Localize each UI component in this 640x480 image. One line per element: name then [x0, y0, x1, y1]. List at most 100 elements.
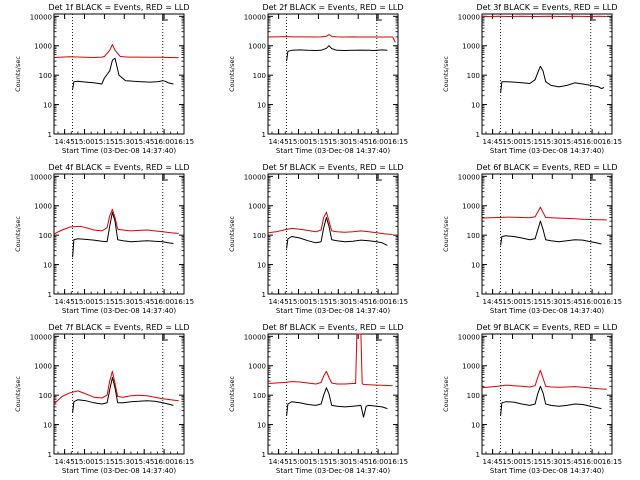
- y-axis-label: Counts/sec: [228, 376, 236, 412]
- plot-frame: [53, 333, 185, 455]
- y-tick-label: 10000: [244, 13, 266, 21]
- series-events-line: [72, 377, 174, 413]
- x-tick-label: 16:00: [154, 458, 174, 466]
- x-tick-label: 15:45: [562, 298, 582, 306]
- x-tick-label: 14:45: [483, 138, 503, 146]
- x-tick-label: 14:45: [483, 458, 503, 466]
- x-tick-label: 16:00: [368, 138, 388, 146]
- x-tick-label: 15:45: [348, 138, 368, 146]
- y-tick-label: 1: [48, 131, 52, 139]
- x-tick-label: 16:00: [154, 298, 174, 306]
- x-tick-label: 15:45: [134, 298, 154, 306]
- x-tick-label: 15:45: [348, 298, 368, 306]
- plot-frame: [267, 173, 399, 295]
- y-axis-label: Counts/sec: [442, 376, 450, 412]
- detector-panel-8: Det 8f BLACK = Events, RED = LLD 1 10 100 10…: [228, 323, 408, 475]
- x-tick-label: 16:15: [174, 138, 194, 146]
- plot-frame: [481, 13, 613, 135]
- y-tick-label: 10: [43, 422, 52, 430]
- y-tick-label: 10000: [458, 13, 480, 21]
- detector-panel-1: Det 1f BLACK = Events, RED = LLD 1 10 100 10…: [14, 3, 194, 155]
- x-tick-label: 15:30: [114, 458, 134, 466]
- x-tick-label: 16:00: [368, 458, 388, 466]
- end-bracket-mark: [162, 14, 168, 21]
- series-lld-line: [53, 208, 179, 235]
- y-tick-label: 10: [43, 102, 52, 110]
- end-bracket-mark: [376, 14, 382, 21]
- x-tick-label: 15:15: [308, 138, 328, 146]
- x-tick-label: 15:15: [94, 138, 114, 146]
- detector-panel-2: Det 2f BLACK = Events, RED = LLD 1 10 100 10…: [228, 3, 408, 155]
- x-tick-label: 16:00: [368, 298, 388, 306]
- detector-panel-4: Det 4f BLACK = Events, RED = LLD 1 10 100 10…: [14, 163, 194, 315]
- x-axis-label: Start Time (03-Dec-08 14:37:40): [62, 147, 176, 155]
- x-tick-label: 16:15: [602, 138, 622, 146]
- end-bracket-mark: [162, 334, 168, 341]
- y-tick-label: 10000: [244, 333, 266, 341]
- x-tick-label: 15:00: [288, 298, 308, 306]
- y-tick-label: 1000: [462, 43, 480, 51]
- x-tick-label: 15:45: [562, 138, 582, 146]
- y-tick-label: 1: [262, 131, 266, 139]
- x-tick-label: 14:45: [55, 138, 75, 146]
- y-tick-label: 1: [262, 291, 266, 299]
- panel-title: Det 7f BLACK = Events, RED = LLD: [48, 323, 189, 332]
- x-tick-label: 15:00: [288, 458, 308, 466]
- panel-title: Det 6f BLACK = Events, RED = LLD: [476, 163, 617, 172]
- y-axis-label: Counts/sec: [228, 56, 236, 92]
- y-tick-label: 1: [48, 291, 52, 299]
- x-tick-label: 15:00: [74, 298, 94, 306]
- plot-frame: [53, 173, 185, 295]
- x-tick-label: 15:30: [542, 298, 562, 306]
- series-events-line: [72, 211, 174, 258]
- x-tick-label: 16:00: [154, 138, 174, 146]
- detector-panel-7: Det 7f BLACK = Events, RED = LLD 1 10 100 10…: [14, 323, 194, 475]
- x-axis-label: Start Time (03-Dec-08 14:37:40): [490, 147, 604, 155]
- x-tick-label: 14:45: [55, 298, 75, 306]
- y-axis-label: Counts/sec: [14, 376, 22, 412]
- panel-title: Det 2f BLACK = Events, RED = LLD: [262, 3, 403, 12]
- y-tick-label: 100: [253, 232, 266, 240]
- series-events-line: [72, 57, 174, 90]
- y-tick-label: 10: [257, 262, 266, 270]
- x-tick-label: 15:00: [74, 458, 94, 466]
- detector-panel-6: Det 6f BLACK = Events, RED = LLD 1 10 100 10…: [442, 163, 622, 315]
- series-events-line: [500, 220, 602, 246]
- x-tick-label: 15:30: [542, 138, 562, 146]
- series-lld-line: [481, 369, 607, 390]
- y-tick-label: 10: [471, 262, 480, 270]
- x-tick-label: 15:00: [502, 458, 522, 466]
- series-lld-line: [267, 333, 393, 387]
- x-axis-label: Start Time (03-Dec-08 14:37:40): [62, 307, 176, 315]
- plot-frame: [481, 333, 613, 455]
- detector-panel-5: Det 5f BLACK = Events, RED = LLD 1 10 100 10…: [228, 163, 408, 315]
- x-tick-label: 16:15: [388, 458, 408, 466]
- panel-title: Det 9f BLACK = Events, RED = LLD: [476, 323, 617, 332]
- series-lld-line: [481, 206, 607, 221]
- y-tick-label: 1000: [248, 43, 266, 51]
- y-tick-label: 10: [43, 262, 52, 270]
- x-tick-label: 15:00: [502, 138, 522, 146]
- x-tick-label: 15:45: [134, 138, 154, 146]
- y-tick-label: 1000: [462, 363, 480, 371]
- plot-frame: [267, 333, 399, 455]
- x-tick-label: 14:45: [483, 298, 503, 306]
- x-tick-label: 15:00: [288, 138, 308, 146]
- plot-frame: [53, 13, 185, 135]
- end-bracket-mark: [376, 334, 382, 341]
- x-tick-label: 16:15: [388, 138, 408, 146]
- end-bracket-mark: [376, 174, 382, 181]
- y-tick-label: 10000: [30, 173, 52, 181]
- y-tick-label: 1000: [34, 43, 52, 51]
- panel-title: Det 4f BLACK = Events, RED = LLD: [48, 163, 189, 172]
- series-lld-line: [268, 34, 396, 43]
- series-events-line: [500, 65, 605, 93]
- end-bracket-mark: [590, 334, 596, 341]
- x-tick-label: 14:45: [269, 458, 289, 466]
- x-tick-label: 14:45: [55, 458, 75, 466]
- x-tick-label: 15:00: [502, 298, 522, 306]
- y-tick-label: 1: [262, 451, 266, 459]
- y-tick-label: 1000: [462, 203, 480, 211]
- series-lld-line: [267, 211, 393, 235]
- series-lld-line: [53, 44, 179, 59]
